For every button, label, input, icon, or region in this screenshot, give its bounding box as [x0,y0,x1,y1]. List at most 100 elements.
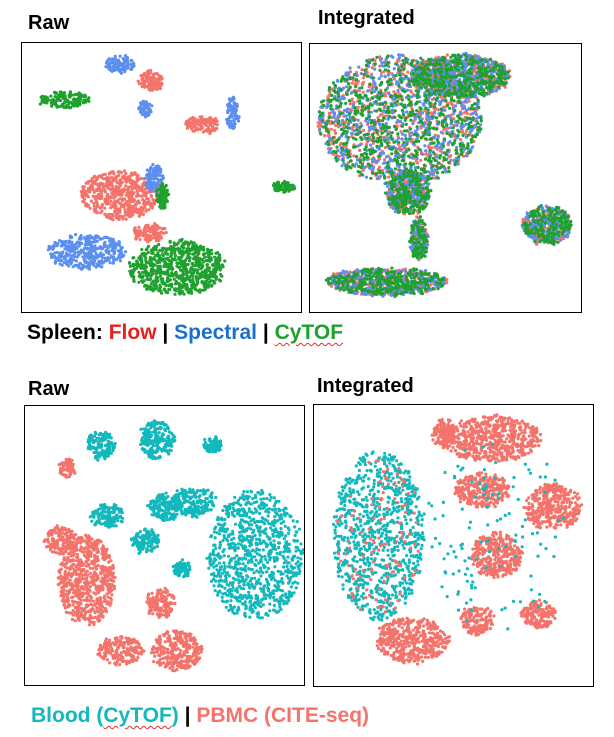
point [446,114,451,118]
point [370,119,374,123]
point [164,231,168,235]
point [221,265,225,269]
point [377,165,382,169]
point [282,190,286,194]
point [177,276,181,280]
point [159,206,163,210]
point [403,144,407,148]
point [405,139,409,144]
point [466,133,470,137]
point [139,194,143,198]
point [85,260,89,264]
point [328,137,332,141]
point [363,165,367,169]
point [207,255,211,259]
point [424,149,428,153]
point [199,275,204,279]
point [468,116,472,120]
point [200,263,204,267]
point [145,168,149,172]
point [331,121,335,125]
point [69,258,73,262]
point [132,268,136,272]
point [354,85,358,89]
point [352,154,356,158]
point [337,154,341,158]
point [387,165,391,170]
point [127,195,131,200]
point [157,286,161,290]
point [131,263,135,267]
point [91,260,95,264]
point [398,145,402,149]
point [372,121,376,125]
point [183,240,188,244]
point [346,122,350,126]
point [150,229,154,233]
point [383,139,387,143]
point [361,90,365,94]
point [345,85,349,89]
point [327,86,331,90]
point [193,255,197,260]
point [403,129,407,133]
point [71,98,76,102]
point [144,234,148,238]
point [392,124,396,128]
point [326,133,330,138]
point [198,256,202,260]
point [204,122,208,126]
point [357,164,361,168]
point [155,235,159,239]
point [159,257,163,261]
point [391,73,395,77]
point [335,159,339,163]
point [380,168,385,172]
point [422,60,426,64]
point [56,105,60,109]
point [138,188,143,193]
point [400,98,404,102]
point [374,128,378,132]
point [234,108,238,112]
point [381,161,386,165]
point [144,269,148,273]
point [368,82,372,86]
point [392,90,396,94]
point [363,93,367,97]
point [386,61,390,65]
point [88,206,92,210]
point [420,120,424,124]
point [407,154,411,158]
point [331,81,336,85]
point [104,235,108,239]
point [120,203,124,208]
point [141,274,145,278]
point [430,168,434,173]
point [327,150,331,155]
point [90,235,94,239]
point [92,204,96,208]
point [466,142,470,146]
point [365,136,369,140]
point [334,123,338,128]
point [162,200,166,204]
point [173,243,177,247]
point [346,138,350,142]
point [230,112,234,116]
cluster-cytof-3 [155,182,171,210]
point [342,122,346,126]
point [400,64,404,68]
point [194,274,198,278]
point [367,110,371,114]
point [145,277,149,281]
point [345,92,349,97]
point [377,118,381,122]
point [456,162,460,166]
point [149,165,153,169]
point [207,258,211,262]
point [359,72,363,76]
point [475,112,479,117]
point [389,94,393,98]
point [383,129,387,133]
